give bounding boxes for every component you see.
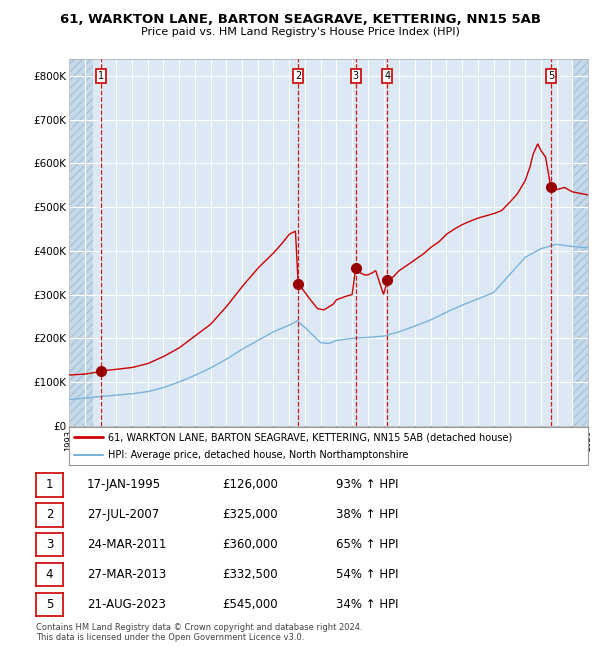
Text: Contains HM Land Registry data © Crown copyright and database right 2024.
This d: Contains HM Land Registry data © Crown c… [36,623,362,642]
Text: £360,000: £360,000 [222,538,278,551]
Text: 93% ↑ HPI: 93% ↑ HPI [336,478,398,491]
Text: 65% ↑ HPI: 65% ↑ HPI [336,538,398,551]
Text: 24-MAR-2011: 24-MAR-2011 [87,538,166,551]
Text: 61, WARKTON LANE, BARTON SEAGRAVE, KETTERING, NN15 5AB (detached house): 61, WARKTON LANE, BARTON SEAGRAVE, KETTE… [108,432,512,442]
Text: 38% ↑ HPI: 38% ↑ HPI [336,508,398,521]
Text: 17-JAN-1995: 17-JAN-1995 [87,478,161,491]
Text: HPI: Average price, detached house, North Northamptonshire: HPI: Average price, detached house, Nort… [108,450,409,460]
Bar [69,58,92,426]
Text: 1: 1 [98,72,104,81]
Text: £126,000: £126,000 [222,478,278,491]
Bar [572,58,588,426]
Text: 3: 3 [46,538,53,551]
Text: Price paid vs. HM Land Registry's House Price Index (HPI): Price paid vs. HM Land Registry's House … [140,27,460,37]
Text: £325,000: £325,000 [222,508,278,521]
Text: 1: 1 [46,478,53,491]
Text: 3: 3 [353,72,359,81]
Text: £545,000: £545,000 [222,598,278,611]
Text: 27-MAR-2013: 27-MAR-2013 [87,568,166,581]
Text: 61, WARKTON LANE, BARTON SEAGRAVE, KETTERING, NN15 5AB: 61, WARKTON LANE, BARTON SEAGRAVE, KETTE… [59,13,541,26]
Text: 34% ↑ HPI: 34% ↑ HPI [336,598,398,611]
Text: 5: 5 [548,72,554,81]
Text: £332,500: £332,500 [222,568,278,581]
Text: 5: 5 [46,598,53,611]
Text: 2: 2 [295,72,301,81]
Text: 54% ↑ HPI: 54% ↑ HPI [336,568,398,581]
Text: 4: 4 [384,72,391,81]
Text: 21-AUG-2023: 21-AUG-2023 [87,598,166,611]
Text: 2: 2 [46,508,53,521]
Text: 27-JUL-2007: 27-JUL-2007 [87,508,159,521]
Text: 4: 4 [46,568,53,581]
